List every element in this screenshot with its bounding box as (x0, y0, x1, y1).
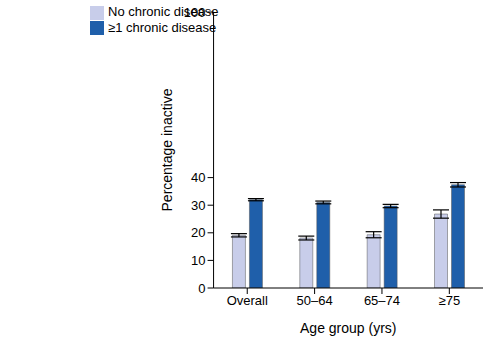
svg-text:Overall: Overall (227, 293, 268, 308)
svg-text:0: 0 (198, 281, 205, 296)
svg-text:10: 10 (191, 253, 205, 268)
svg-text:≥75: ≥75 (439, 293, 461, 308)
svg-text:65–74: 65–74 (364, 293, 400, 308)
svg-text:40: 40 (191, 170, 205, 185)
svg-text:30: 30 (191, 198, 205, 213)
svg-text:Percentage inactive: Percentage inactive (159, 88, 175, 211)
svg-text:50–64: 50–64 (297, 293, 333, 308)
svg-text:100: 100 (184, 5, 206, 20)
svg-text:Age group (yrs): Age group (yrs) (300, 320, 396, 336)
svg-text:20: 20 (191, 225, 205, 240)
